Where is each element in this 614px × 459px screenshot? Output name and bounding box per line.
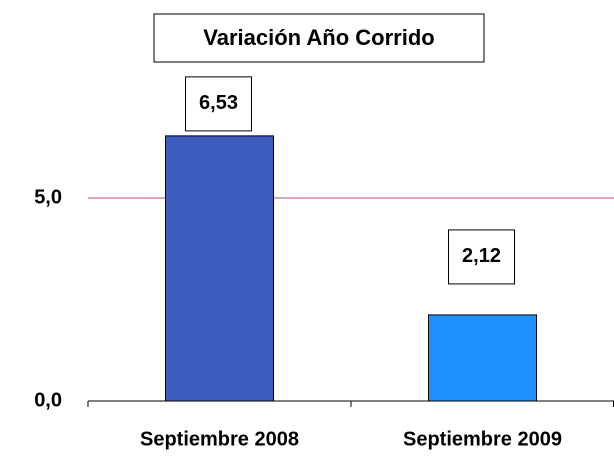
y-tick-label: 0,0	[34, 389, 62, 411]
bar	[165, 135, 274, 402]
title-box	[153, 13, 485, 63]
chart-title: Variación Año Corrido	[203, 25, 434, 50]
y-tick-label: 5,0	[34, 186, 62, 208]
x-tick-label: Septiembre 2009	[403, 428, 562, 450]
x-tick-label: Septiembre 2008	[140, 428, 299, 450]
value-label-box	[185, 76, 252, 132]
value-label-box	[448, 229, 515, 285]
value-label: 6,53	[199, 92, 238, 114]
value-label: 2,12	[462, 245, 501, 267]
bar	[428, 314, 537, 402]
